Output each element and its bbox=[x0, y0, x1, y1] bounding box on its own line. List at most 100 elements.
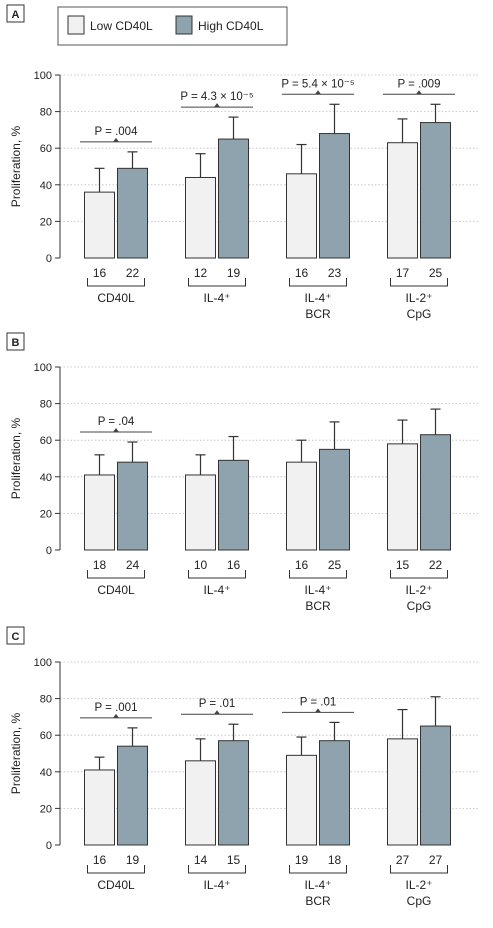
y-tick-label: 0 bbox=[46, 253, 52, 265]
significance-marker bbox=[113, 428, 119, 433]
category-label: IL-2⁺ bbox=[405, 878, 432, 892]
bar-high bbox=[319, 133, 350, 259]
bar-low bbox=[387, 738, 418, 846]
bar-group-1: 12 19 IL-4⁺ P = 4.3 × 10⁻⁵ bbox=[180, 91, 254, 305]
category-label: IL-4⁺ bbox=[304, 878, 331, 892]
n-label-low: 27 bbox=[396, 853, 410, 867]
group-bracket bbox=[289, 570, 347, 579]
group-bracket bbox=[87, 570, 145, 579]
category-label: IL-4⁺ bbox=[304, 291, 331, 305]
category-label: BCR bbox=[305, 307, 331, 321]
bar-group-2: 16 23 IL-4⁺ BCR P = 5.4 × 10⁻⁵ bbox=[281, 78, 355, 321]
category-label: IL-2⁺ bbox=[405, 583, 432, 597]
panel-label: C bbox=[12, 631, 20, 643]
chart-panel-a: A 0 20 40 60 80 100 Proliferation, % 16 22 CD40L P … bbox=[6, 4, 478, 321]
group-bracket bbox=[390, 865, 448, 874]
panel-label-box bbox=[6, 4, 25, 23]
bar-low bbox=[84, 191, 115, 259]
y-tick-label: 100 bbox=[34, 70, 52, 82]
category-label: CD40L bbox=[97, 291, 135, 305]
panel-label: A bbox=[12, 9, 20, 21]
significance-marker bbox=[315, 708, 321, 713]
n-label-high: 15 bbox=[227, 853, 241, 867]
n-label-low: 18 bbox=[93, 558, 107, 572]
bar-low bbox=[185, 760, 216, 846]
n-label-low: 16 bbox=[93, 266, 107, 280]
significance-marker bbox=[214, 710, 220, 715]
category-label: IL-4⁺ bbox=[203, 291, 230, 305]
bar-group-3: 15 22 IL-2⁺ CpG bbox=[387, 408, 451, 613]
n-label-low: 10 bbox=[194, 558, 208, 572]
bar-group-0: 16 22 CD40L P = .004 bbox=[80, 126, 152, 305]
p-value-label: P = .04 bbox=[98, 416, 135, 428]
y-tick-label: 80 bbox=[40, 107, 52, 119]
bar-high bbox=[319, 448, 350, 551]
p-value-label: P = .01 bbox=[300, 696, 337, 708]
category-label: IL-4⁺ bbox=[203, 878, 230, 892]
bar-group-0: 18 24 CD40L P = .04 bbox=[80, 416, 152, 597]
bar-low bbox=[286, 173, 317, 259]
legend-label-high: High CD40L bbox=[198, 19, 264, 33]
p-value-label: P = .004 bbox=[95, 126, 139, 138]
group-bracket bbox=[188, 865, 246, 874]
bar-low bbox=[387, 142, 418, 259]
bar-group-2: 19 18 IL-4⁺ BCR P = .01 bbox=[282, 696, 354, 908]
bar-high bbox=[117, 461, 148, 551]
group-bracket bbox=[289, 278, 347, 287]
category-label: CD40L bbox=[97, 878, 135, 892]
y-tick-label: 40 bbox=[40, 472, 52, 484]
y-tick-label: 0 bbox=[46, 840, 52, 852]
category-label: CD40L bbox=[97, 583, 135, 597]
bar-high bbox=[420, 434, 451, 551]
y-tick-label: 40 bbox=[40, 180, 52, 192]
n-label-high: 27 bbox=[429, 853, 443, 867]
n-label-low: 19 bbox=[295, 853, 309, 867]
group-bracket bbox=[390, 278, 448, 287]
n-label-low: 14 bbox=[194, 853, 208, 867]
group-bracket bbox=[289, 865, 347, 874]
category-label: CpG bbox=[407, 894, 432, 908]
p-value-label: P = .009 bbox=[398, 78, 441, 90]
bar-low bbox=[185, 474, 216, 551]
group-bracket bbox=[188, 278, 246, 287]
bar-low bbox=[286, 754, 317, 846]
n-label-high: 16 bbox=[227, 558, 241, 572]
bar-high bbox=[420, 122, 451, 259]
n-label-high: 18 bbox=[328, 853, 342, 867]
significance-marker bbox=[214, 103, 220, 108]
y-tick-label: 20 bbox=[40, 803, 52, 815]
significance-marker bbox=[315, 90, 321, 95]
n-label-low: 12 bbox=[194, 266, 208, 280]
legend-frame bbox=[57, 6, 288, 46]
category-label: BCR bbox=[305, 599, 331, 613]
y-tick-label: 0 bbox=[46, 545, 52, 557]
bar-low bbox=[84, 769, 115, 846]
significance-marker bbox=[113, 713, 119, 718]
y-axis-title: Proliferation, % bbox=[9, 712, 23, 794]
y-tick-label: 60 bbox=[40, 435, 52, 447]
y-tick-label: 20 bbox=[40, 508, 52, 520]
n-label-low: 15 bbox=[396, 558, 410, 572]
bar-group-0: 16 19 CD40L P = .001 bbox=[80, 702, 152, 892]
n-label-high: 25 bbox=[429, 266, 443, 280]
n-label-high: 25 bbox=[328, 558, 342, 572]
bar-high bbox=[117, 167, 148, 259]
y-tick-label: 80 bbox=[40, 694, 52, 706]
category-label: BCR bbox=[305, 894, 331, 908]
y-tick-label: 80 bbox=[40, 399, 52, 411]
group-bracket bbox=[87, 278, 145, 287]
category-label: CpG bbox=[407, 307, 432, 321]
bar-group-2: 16 25 IL-4⁺ BCR bbox=[286, 421, 350, 613]
bar-group-1: 10 16 IL-4⁺ bbox=[185, 435, 249, 597]
category-label: IL-4⁺ bbox=[203, 583, 230, 597]
category-label: CpG bbox=[407, 599, 432, 613]
legend-swatch-high bbox=[175, 15, 193, 35]
y-tick-label: 100 bbox=[34, 657, 52, 669]
bar-group-3: 17 25 IL-2⁺ CpG P = .009 bbox=[383, 78, 455, 321]
p-value-label: P = 4.3 × 10⁻⁵ bbox=[180, 91, 254, 103]
bar-high bbox=[218, 138, 249, 259]
category-label: IL-2⁺ bbox=[405, 291, 432, 305]
n-label-high: 24 bbox=[126, 558, 140, 572]
y-tick-label: 60 bbox=[40, 143, 52, 155]
legend: Low CD40L High CD40L bbox=[57, 6, 288, 46]
